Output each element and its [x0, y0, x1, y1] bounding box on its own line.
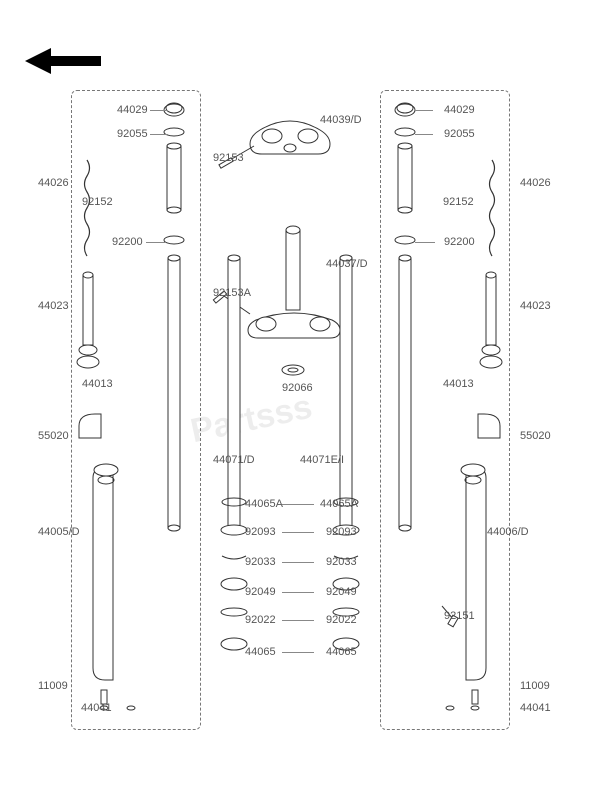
- leader-line: [415, 134, 433, 135]
- leader-line: [282, 562, 314, 563]
- part-label: 44037/D: [326, 258, 368, 270]
- part-label: 44026: [520, 177, 551, 189]
- diagram-canvas: Partsss: [0, 0, 589, 799]
- leader-line: [146, 242, 166, 243]
- part-label: 44023: [38, 300, 69, 312]
- left-panel-art: [71, 90, 199, 728]
- part-label: 44029: [444, 104, 475, 116]
- part-label: 44039/D: [320, 114, 362, 126]
- part-label: 44041: [520, 702, 551, 714]
- part-label: 44026: [38, 177, 69, 189]
- part-label: 44071/D: [213, 454, 255, 466]
- part-label: 92200: [444, 236, 475, 248]
- leader-line: [282, 504, 314, 505]
- leader-line: [282, 532, 314, 533]
- part-label: 92153A: [213, 287, 251, 299]
- part-label: 92066: [282, 382, 313, 394]
- part-label: 44013: [443, 378, 474, 390]
- back-arrow: [25, 48, 101, 74]
- leader-line: [415, 242, 435, 243]
- part-label: 92033: [245, 556, 276, 568]
- part-label: 44071E/I: [300, 454, 344, 466]
- part-label: 55020: [38, 430, 69, 442]
- part-label: 92153: [213, 152, 244, 164]
- part-label: 44041: [81, 702, 112, 714]
- part-label: 92093: [326, 526, 357, 538]
- part-label: 44006/D: [487, 526, 529, 538]
- part-label: 44013: [82, 378, 113, 390]
- part-label: 44065A: [320, 498, 358, 510]
- leader-line: [282, 652, 314, 653]
- leader-line: [150, 134, 168, 135]
- leader-line: [282, 620, 314, 621]
- part-label: 44065: [245, 646, 276, 658]
- part-label: 92055: [117, 128, 148, 140]
- part-label: 92033: [326, 556, 357, 568]
- part-label: 92022: [245, 614, 276, 626]
- part-label: 44065: [326, 646, 357, 658]
- part-label: 11009: [38, 680, 68, 692]
- leader-line: [282, 592, 314, 593]
- center-art: [200, 90, 380, 730]
- part-label: 55020: [520, 430, 551, 442]
- part-label: 92055: [444, 128, 475, 140]
- part-label: 92152: [82, 196, 113, 208]
- part-label: 92093: [245, 526, 276, 538]
- part-label: 92152: [443, 196, 474, 208]
- leader-line: [415, 110, 433, 111]
- part-label: 44065A: [245, 498, 283, 510]
- leader-line: [150, 110, 168, 111]
- part-label: 92151: [444, 610, 475, 622]
- part-label: 44029: [117, 104, 148, 116]
- part-label: 44005/D: [38, 526, 80, 538]
- part-label: 92022: [326, 614, 357, 626]
- right-panel-art: [380, 90, 508, 728]
- part-label: 92049: [326, 586, 357, 598]
- part-label: 44023: [520, 300, 551, 312]
- part-label: 92200: [112, 236, 143, 248]
- part-label: 92049: [245, 586, 276, 598]
- part-label: 11009: [520, 680, 550, 692]
